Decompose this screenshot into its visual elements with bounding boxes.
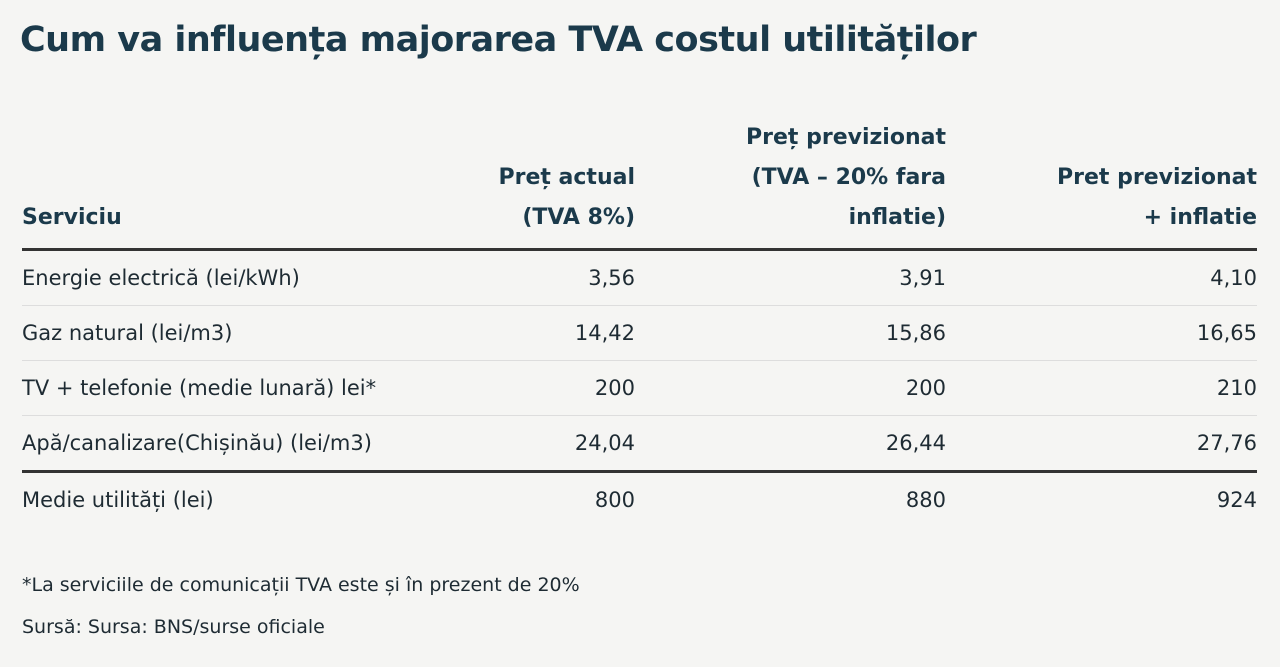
cell: 15,86 [635,305,946,361]
table-row: Apă/canalizare(Chișinău) (lei/m3) 24,04 26… [22,415,1257,472]
cell: 800 [402,470,635,527]
title: Cum va influența majorarea TVA costul ut… [20,20,977,60]
table-body: Energie electrică (lei/kWh) 3,56 3,91 4,10 G… [22,249,1257,527]
table: Serviciu Preț actual (TVA 8%) Preț previzio… [22,118,1257,527]
cell: 27,76 [946,415,1257,472]
cell: 200 [402,360,635,416]
header-cell: Preț previzionat (TVA – 20% fara inflatie) [635,118,946,251]
cell: 3,56 [402,249,635,306]
row-label: Energie electrică (lei/kWh) [22,249,402,306]
cell: 924 [946,470,1257,527]
header-line: Pret previzionat [1057,165,1257,190]
table-row: Gaz natural (lei/m3) 14,42 15,86 16,65 [22,305,1257,361]
cell: 3,91 [635,249,946,306]
header-line: inflatie) [848,205,946,230]
header-line: Preț previzionat [746,125,946,150]
header-cell: Preț actual (TVA 8%) [402,118,635,251]
header-cell: Serviciu [22,118,402,251]
cell: 210 [946,360,1257,416]
header-line: (TVA – 20% fara [751,165,946,190]
cell: 14,42 [402,305,635,361]
header-row: Serviciu Preț actual (TVA 8%) Preț previzio… [22,118,1257,251]
row-label: Medie utilități (lei) [22,470,402,527]
header-line: + inflatie [1143,205,1257,230]
row-label: Apă/canalizare(Chișinău) (lei/m3) [22,415,402,472]
cell: 4,10 [946,249,1257,306]
header-line: Serviciu [22,205,122,230]
cell: 880 [635,470,946,527]
cell: 200 [635,360,946,416]
row-label: Gaz natural (lei/m3) [22,305,402,361]
header-line: (TVA 8%) [522,205,635,230]
table-row: TV + telefonie (medie lunară) lei* 200 200… [22,360,1257,416]
cell: 16,65 [946,305,1257,361]
cell: 24,04 [402,415,635,472]
table-row: Energie electrică (lei/kWh) 3,56 3,91 4,10 [22,249,1257,306]
cell: 26,44 [635,415,946,472]
source: Sursă: Sursa: BNS/surse oficiale [22,616,325,638]
header-cell: Pret previzionat + inflatie [946,118,1257,251]
total-row: Medie utilități (lei) 800 880 924 [22,470,1257,527]
row-label: TV + telefonie (medie lunară) lei* [22,360,402,416]
footnote: *La serviciile de comunicații TVA este ș… [22,574,580,596]
header-line: Preț actual [498,165,635,190]
